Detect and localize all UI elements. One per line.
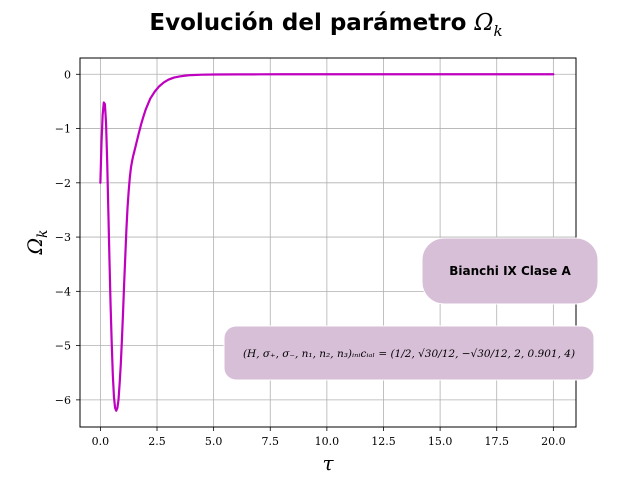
chart-title-subscript: k bbox=[493, 22, 502, 40]
y-tick-label: 0 bbox=[64, 68, 71, 81]
annotation-box-1 bbox=[421, 237, 599, 305]
annotation-box-2 bbox=[223, 325, 595, 381]
y-tick-label: −1 bbox=[55, 123, 71, 136]
x-axis-label: τ bbox=[322, 451, 334, 475]
x-tick-label: 2.5 bbox=[148, 435, 166, 448]
x-tick-label: 17.5 bbox=[484, 435, 509, 448]
chart-title-text: Evolución del parámetro bbox=[149, 10, 466, 36]
y-axis-ticks: 0 −1 −2 −3 −4 −5 −6 bbox=[55, 68, 80, 407]
y-axis-label-subscript: k bbox=[35, 229, 51, 237]
x-tick-label: 0.0 bbox=[92, 435, 110, 448]
series-layer bbox=[99, 73, 555, 412]
chart-title: Evolución del parámetro Ωk bbox=[149, 10, 502, 40]
y-tick-label: −2 bbox=[55, 177, 71, 190]
chart-title-symbol: Ω bbox=[473, 10, 493, 36]
y-axis-label: Ωk bbox=[23, 229, 51, 255]
x-tick-label: 15.0 bbox=[428, 435, 453, 448]
x-tick-label: 20.0 bbox=[541, 435, 566, 448]
y-tick-label: −5 bbox=[55, 340, 71, 353]
y-axis-label-symbol: Ω bbox=[23, 238, 47, 256]
series-line bbox=[99, 73, 555, 412]
x-axis-ticks: 0.0 2.5 5.0 7.5 10.0 12.5 15.0 17.5 20.0 bbox=[92, 427, 566, 448]
x-tick-label: 10.0 bbox=[315, 435, 340, 448]
x-tick-label: 5.0 bbox=[205, 435, 223, 448]
y-tick-label: −4 bbox=[55, 285, 71, 298]
y-tick-label: −6 bbox=[55, 394, 71, 407]
y-tick-label: −3 bbox=[55, 231, 71, 244]
annotation-2-text: (H, σ₊, σ₋, n₁, n₂, n₃)ᵢₙᵢcᵢₐₗ = (1/2, √… bbox=[243, 348, 575, 360]
annotation-1-text: Bianchi IX Clase A bbox=[449, 264, 571, 278]
x-tick-label: 7.5 bbox=[261, 435, 279, 448]
x-tick-label: 12.5 bbox=[371, 435, 396, 448]
